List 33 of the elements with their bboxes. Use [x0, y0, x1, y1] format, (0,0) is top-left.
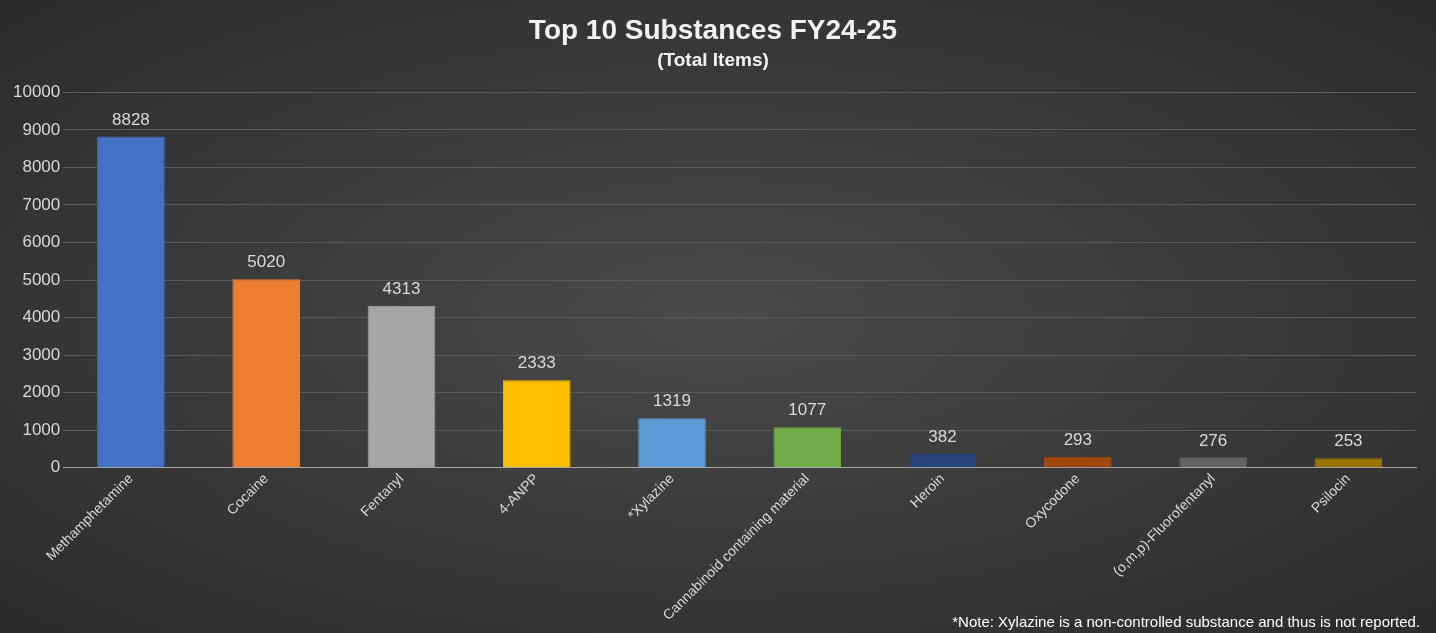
y-tick-label: 3000	[22, 344, 61, 364]
data-label: 382	[928, 426, 957, 446]
bar	[232, 279, 300, 468]
y-tick-label: 0	[50, 457, 61, 477]
data-label: 8828	[112, 109, 150, 129]
y-tick-label: 8000	[22, 157, 61, 177]
bar	[1044, 456, 1112, 468]
chart-subtitle: (Total Items)	[657, 49, 769, 71]
data-label: 4313	[382, 279, 421, 299]
bar	[773, 427, 842, 468]
chart-title: Top 10 Substances FY24-25	[528, 13, 898, 45]
data-label: 253	[1334, 431, 1363, 451]
y-tick-label: 5000	[22, 269, 61, 289]
data-label: 276	[1198, 430, 1228, 450]
bar	[502, 380, 571, 468]
data-label: 1077	[788, 400, 827, 420]
bar	[1179, 457, 1247, 468]
bar	[97, 136, 165, 468]
bar	[1314, 458, 1383, 468]
y-tick-label: 4000	[22, 307, 61, 327]
data-label: 293	[1063, 429, 1093, 449]
data-label: 5020	[247, 252, 286, 272]
y-tick-label: 7000	[22, 194, 61, 214]
bar	[908, 453, 977, 468]
y-tick-label: 6000	[22, 232, 61, 252]
y-tick-label: 9000	[22, 119, 61, 139]
y-tick-label: 10000	[12, 82, 61, 102]
data-label: 2333	[517, 353, 556, 373]
bar	[638, 418, 706, 468]
y-tick-label: 1000	[22, 419, 61, 439]
y-tick-label: 2000	[22, 382, 61, 402]
data-label: 1319	[653, 391, 691, 411]
text: *Note: Xylazine is a non-controlled substance and thus is not reported.	[952, 612, 1420, 630]
